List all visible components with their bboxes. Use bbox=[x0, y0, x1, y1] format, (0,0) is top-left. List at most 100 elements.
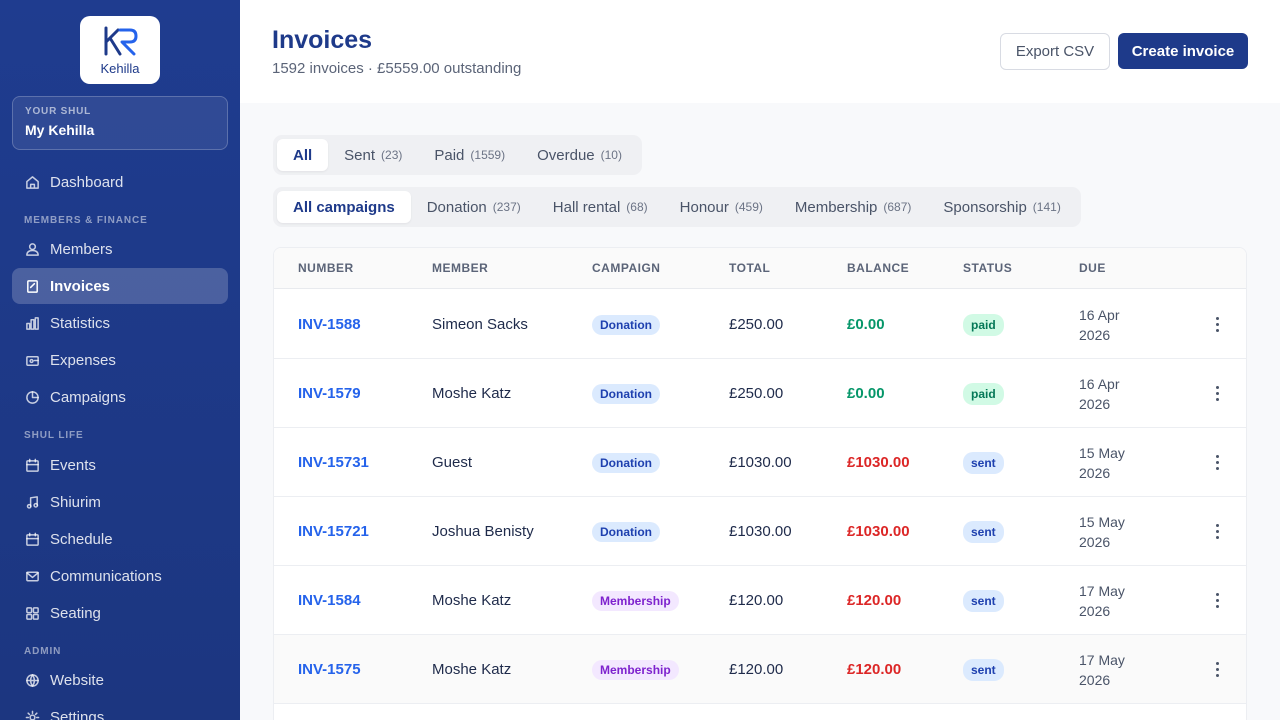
due-date-year: 2026 bbox=[1079, 395, 1111, 412]
table-header: NUMBER MEMBER CAMPAIGN TOTAL BALANCE STA… bbox=[274, 248, 1246, 289]
shul-selector[interactable]: YOUR SHUL My Kehilla bbox=[12, 96, 228, 150]
sidebar-item-communications[interactable]: Communications bbox=[12, 558, 228, 594]
kehilla-logo[interactable]: Kehilla bbox=[80, 16, 160, 84]
more-options-icon[interactable] bbox=[1207, 315, 1227, 335]
sidebar-item-schedule[interactable]: Schedule bbox=[12, 521, 228, 557]
tab-label: All campaigns bbox=[293, 198, 395, 216]
due-date-day: 17 May bbox=[1079, 582, 1125, 599]
sidebar-item-members[interactable]: Members bbox=[12, 231, 228, 267]
tab-label: Membership bbox=[794, 198, 878, 216]
mail-icon bbox=[24, 568, 40, 584]
grid-icon bbox=[24, 605, 40, 621]
total-amount: £250.00 bbox=[729, 316, 784, 333]
sidebar-item-label: Communications bbox=[50, 567, 162, 585]
sidebar-item-statistics[interactable]: Statistics bbox=[12, 305, 228, 341]
column-header-balance[interactable]: BALANCE bbox=[847, 261, 910, 275]
home-icon bbox=[24, 174, 40, 190]
gear-icon bbox=[24, 709, 40, 720]
tab-all-campaigns[interactable]: All campaigns bbox=[277, 191, 411, 223]
campaign-cell: Donation bbox=[592, 428, 660, 497]
tab-count: (10) bbox=[600, 148, 622, 162]
total-amount: £120.00 bbox=[729, 592, 784, 609]
status-cell: sent bbox=[963, 428, 1004, 497]
total-amount: £1030.00 bbox=[729, 454, 792, 471]
nav-section-members-finance: MEMBERS & FINANCE bbox=[24, 215, 148, 226]
tab-sponsorship[interactable]: Sponsorship (141) bbox=[927, 191, 1076, 223]
member-name: Simeon Sacks bbox=[432, 316, 528, 333]
sidebar-item-shiurim[interactable]: Shiurim bbox=[12, 484, 228, 520]
column-header-due[interactable]: DUE bbox=[1079, 261, 1106, 275]
sidebar-item-label: Campaigns bbox=[50, 388, 126, 406]
more-options-icon[interactable] bbox=[1207, 660, 1227, 680]
table-row[interactable]: INV-15731 Guest Donation £1030.00 £1030.… bbox=[274, 428, 1246, 497]
calendar-icon bbox=[24, 457, 40, 473]
status-badge: sent bbox=[963, 658, 1004, 681]
invoice-number-link[interactable]: INV-1575 bbox=[298, 661, 361, 678]
sidebar-item-website[interactable]: Website bbox=[12, 662, 228, 698]
status-cell: sent bbox=[963, 635, 1004, 704]
due-cell: 17 May 2026 bbox=[1079, 635, 1139, 704]
invoice-number-link[interactable]: INV-15721 bbox=[298, 523, 369, 540]
column-header-member[interactable]: MEMBER bbox=[432, 261, 489, 275]
status-badge: sent bbox=[963, 589, 1004, 612]
table-row[interactable]: INV-1579 Moshe Katz Donation £250.00 £0.… bbox=[274, 359, 1246, 428]
sidebar-item-events[interactable]: Events bbox=[12, 447, 228, 483]
due-date-day: 15 May bbox=[1079, 513, 1125, 530]
more-options-icon[interactable] bbox=[1207, 384, 1227, 404]
due-date-year: 2026 bbox=[1079, 533, 1111, 550]
tab-hall-rental[interactable]: Hall rental (68) bbox=[537, 191, 664, 223]
tab-membership[interactable]: Membership (687) bbox=[779, 191, 928, 223]
due-cell: 16 Apr 2026 bbox=[1079, 290, 1139, 359]
tab-paid[interactable]: Paid (1559) bbox=[418, 139, 521, 171]
tab-all[interactable]: All bbox=[277, 139, 329, 171]
pie-chart-icon bbox=[24, 389, 40, 405]
row-actions-cell bbox=[1207, 428, 1227, 497]
column-header-campaign[interactable]: CAMPAIGN bbox=[592, 261, 661, 275]
more-options-icon[interactable] bbox=[1207, 522, 1227, 542]
tab-honour[interactable]: Honour (459) bbox=[664, 191, 779, 223]
invoice-number-link[interactable]: INV-1579 bbox=[298, 385, 361, 402]
campaign-badge: Membership bbox=[592, 659, 679, 680]
create-invoice-button[interactable]: Create invoice bbox=[1118, 33, 1248, 69]
table-row[interactable]: INV-1575 Moshe Katz Membership £120.00 £… bbox=[274, 635, 1246, 704]
logo-mark-icon bbox=[104, 26, 138, 56]
sidebar-item-expenses[interactable]: Expenses bbox=[12, 342, 228, 378]
due-date-year: 2026 bbox=[1079, 326, 1111, 343]
campaign-badge: Donation bbox=[592, 314, 660, 335]
sidebar-item-invoices[interactable]: Invoices bbox=[12, 268, 228, 304]
column-header-status[interactable]: STATUS bbox=[963, 261, 1013, 275]
more-options-icon[interactable] bbox=[1207, 453, 1227, 473]
invoice-number-link[interactable]: INV-15731 bbox=[298, 454, 369, 471]
sidebar-item-label: Statistics bbox=[50, 314, 111, 332]
page-title: Invoices bbox=[272, 26, 373, 54]
tab-overdue[interactable]: Overdue (10) bbox=[521, 139, 638, 171]
column-header-total[interactable]: TOTAL bbox=[729, 261, 771, 275]
more-options-icon[interactable] bbox=[1207, 591, 1227, 611]
table-row[interactable]: INV-1584 Moshe Katz Membership £120.00 £… bbox=[274, 566, 1246, 635]
invoice-number-link[interactable]: INV-1588 bbox=[298, 316, 361, 333]
sidebar-item-label: Seating bbox=[50, 604, 101, 622]
tab-sent[interactable]: Sent (23) bbox=[328, 139, 418, 171]
sidebar-item-dashboard[interactable]: Dashboard bbox=[12, 164, 228, 200]
invoice-number-link[interactable]: INV-1584 bbox=[298, 592, 361, 609]
sidebar-item-label: Schedule bbox=[50, 530, 113, 548]
export-csv-button[interactable]: Export CSV bbox=[1000, 33, 1110, 70]
campaign-cell: Donation bbox=[592, 359, 660, 428]
member-name: Moshe Katz bbox=[432, 385, 512, 402]
due-cell: 16 Apr 2026 bbox=[1079, 359, 1139, 428]
sidebar-item-label: Invoices bbox=[50, 277, 111, 295]
sidebar-item-seating[interactable]: Seating bbox=[12, 595, 228, 631]
sidebar-item-settings[interactable]: Settings bbox=[12, 699, 228, 720]
due-date-year: 2026 bbox=[1079, 602, 1111, 619]
sidebar-item-label: Settings bbox=[50, 708, 105, 720]
tab-donation[interactable]: Donation (237) bbox=[411, 191, 537, 223]
sidebar-item-campaigns[interactable]: Campaigns bbox=[12, 379, 228, 415]
table-row[interactable]: INV-15721 Joshua Benisty Donation £1030.… bbox=[274, 497, 1246, 566]
due-date-day: 16 Apr bbox=[1079, 306, 1120, 323]
column-header-number[interactable]: NUMBER bbox=[298, 261, 354, 275]
row-actions-cell bbox=[1207, 566, 1227, 635]
member-name: Moshe Katz bbox=[432, 661, 512, 678]
globe-icon bbox=[24, 672, 40, 688]
table-row[interactable]: INV-1588 Simeon Sacks Donation £250.00 £… bbox=[274, 290, 1246, 359]
tab-label: Sent bbox=[344, 146, 376, 164]
